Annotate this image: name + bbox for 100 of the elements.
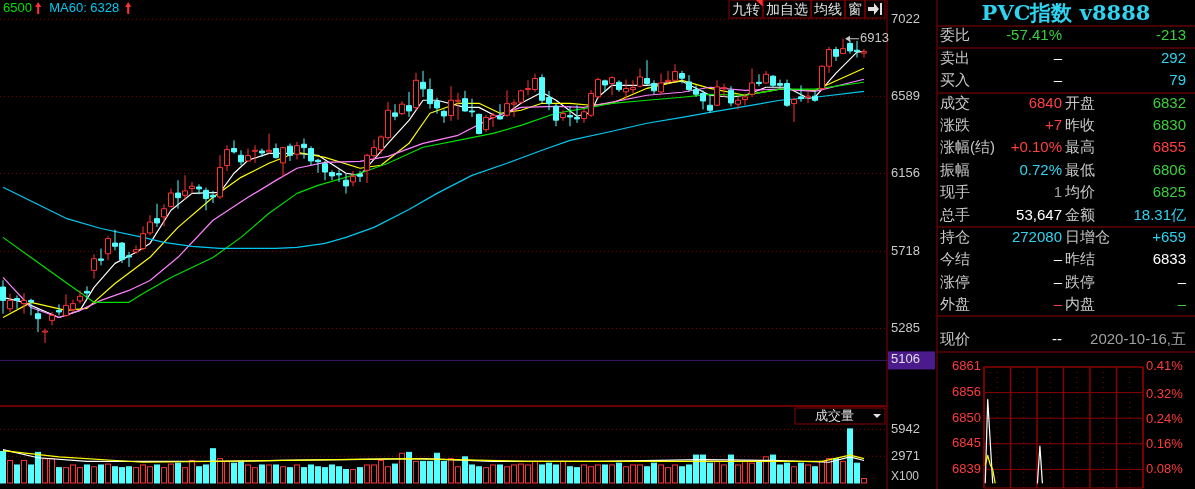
- candlestick: [476, 113, 482, 135]
- candlestick: [399, 100, 405, 116]
- bar: [84, 464, 90, 484]
- y-tick-label: 6850: [952, 409, 981, 425]
- candlestick: [350, 170, 356, 187]
- text: 涨停: [940, 272, 970, 290]
- bar: [105, 463, 111, 484]
- bar: [273, 464, 279, 484]
- candlestick: [441, 109, 447, 124]
- candlestick: [637, 68, 643, 89]
- text: 昨结: [1065, 249, 1095, 267]
- text: 涨幅(结): [940, 137, 995, 155]
- candlestick: [742, 92, 748, 106]
- text: 均价: [1064, 182, 1095, 200]
- bar: [287, 467, 293, 484]
- candlestick: [658, 73, 664, 95]
- y-tick-label: 2971: [891, 447, 920, 463]
- y-tick-label: 5718: [891, 242, 920, 258]
- text: --: [1052, 329, 1062, 347]
- text: -213: [1155, 25, 1186, 43]
- candlestick: [497, 103, 503, 121]
- y-tick-label: 5942: [891, 420, 920, 436]
- candlestick: [238, 149, 244, 166]
- text: +0.10%: [1010, 137, 1062, 155]
- toolbar-button: 窗: [844, 0, 866, 19]
- candlestick: [35, 308, 41, 333]
- y-tick-label: 6861: [952, 358, 981, 374]
- candlestick: [217, 154, 223, 200]
- candlestick: [343, 173, 349, 195]
- text: 卖出: [940, 48, 970, 66]
- candlestick: [21, 292, 27, 315]
- text: 1: [1053, 182, 1062, 200]
- y-tick-label: 6589: [891, 87, 920, 103]
- y2-tick-label: 0.41%: [1146, 358, 1184, 374]
- candlestick: [42, 328, 48, 344]
- candlestick: [245, 148, 251, 163]
- text: -57.41%: [1006, 25, 1062, 43]
- candlestick: [609, 75, 615, 96]
- candlestick: [406, 91, 412, 118]
- annotation: 加自选: [766, 0, 808, 17]
- toolbar-button: 九转: [728, 0, 764, 19]
- text: 272080: [1011, 227, 1062, 245]
- text: 买入: [940, 70, 970, 88]
- bar: [392, 463, 398, 484]
- candlestick: [679, 70, 685, 85]
- text: –: [1177, 294, 1187, 312]
- bar: [56, 467, 62, 484]
- text: 6825: [1152, 182, 1186, 200]
- text: 外盘: [940, 294, 970, 312]
- text: 0.72%: [1019, 160, 1062, 178]
- candlestick: [154, 203, 160, 228]
- candlestick: [7, 293, 13, 313]
- toolbar-button: 均线: [810, 0, 846, 19]
- candlestick: [28, 298, 34, 316]
- ref-line-label: 5106: [891, 351, 920, 367]
- candlestick: [560, 109, 566, 122]
- bar: [609, 464, 615, 484]
- annotation: 均线: [813, 0, 842, 17]
- candlestick: [392, 103, 398, 121]
- bar: [763, 456, 769, 484]
- bar: [812, 466, 818, 484]
- candlestick: [224, 144, 230, 172]
- bar: [21, 459, 27, 484]
- candlestick: [287, 143, 293, 162]
- text: 6833: [1152, 249, 1186, 267]
- candlestick: [357, 170, 363, 183]
- y2-tick-label: 0.24%: [1146, 411, 1184, 427]
- candlestick: [805, 91, 811, 104]
- line-series: [2, 90, 865, 250]
- text: 现价: [940, 329, 970, 347]
- y-tick-label: 6839: [952, 460, 981, 476]
- text: 昨收: [1065, 115, 1095, 133]
- toolbar-button: 加自选: [762, 0, 812, 19]
- text: 今结: [940, 249, 970, 267]
- text: 6806: [1152, 160, 1186, 178]
- y-tick-label: 6156: [891, 164, 920, 180]
- candlestick: [294, 141, 300, 161]
- candlestick: [49, 311, 55, 326]
- candlestick: [301, 138, 307, 160]
- candlestick: [833, 46, 839, 62]
- candlestick: [98, 248, 104, 266]
- bar: [91, 466, 97, 484]
- y-tick-label: 6845: [952, 435, 981, 451]
- bar: [861, 477, 867, 484]
- text: 总手: [939, 205, 970, 223]
- text: 79: [1169, 70, 1186, 88]
- text: 跌停: [1065, 272, 1095, 290]
- text: 开盘: [1065, 93, 1095, 111]
- candlestick: [182, 174, 188, 201]
- text: 53,647: [1016, 205, 1062, 223]
- y2-tick-label: 0.16%: [1146, 436, 1184, 451]
- candlestick: [553, 103, 559, 127]
- text: 6832: [1152, 93, 1186, 111]
- line-series: [984, 454, 996, 484]
- candlestick: [266, 133, 272, 155]
- candlestick: [189, 181, 195, 195]
- candlestick: [105, 235, 111, 261]
- bar: [497, 464, 503, 484]
- bar: [616, 462, 622, 484]
- candlestick: [14, 294, 20, 310]
